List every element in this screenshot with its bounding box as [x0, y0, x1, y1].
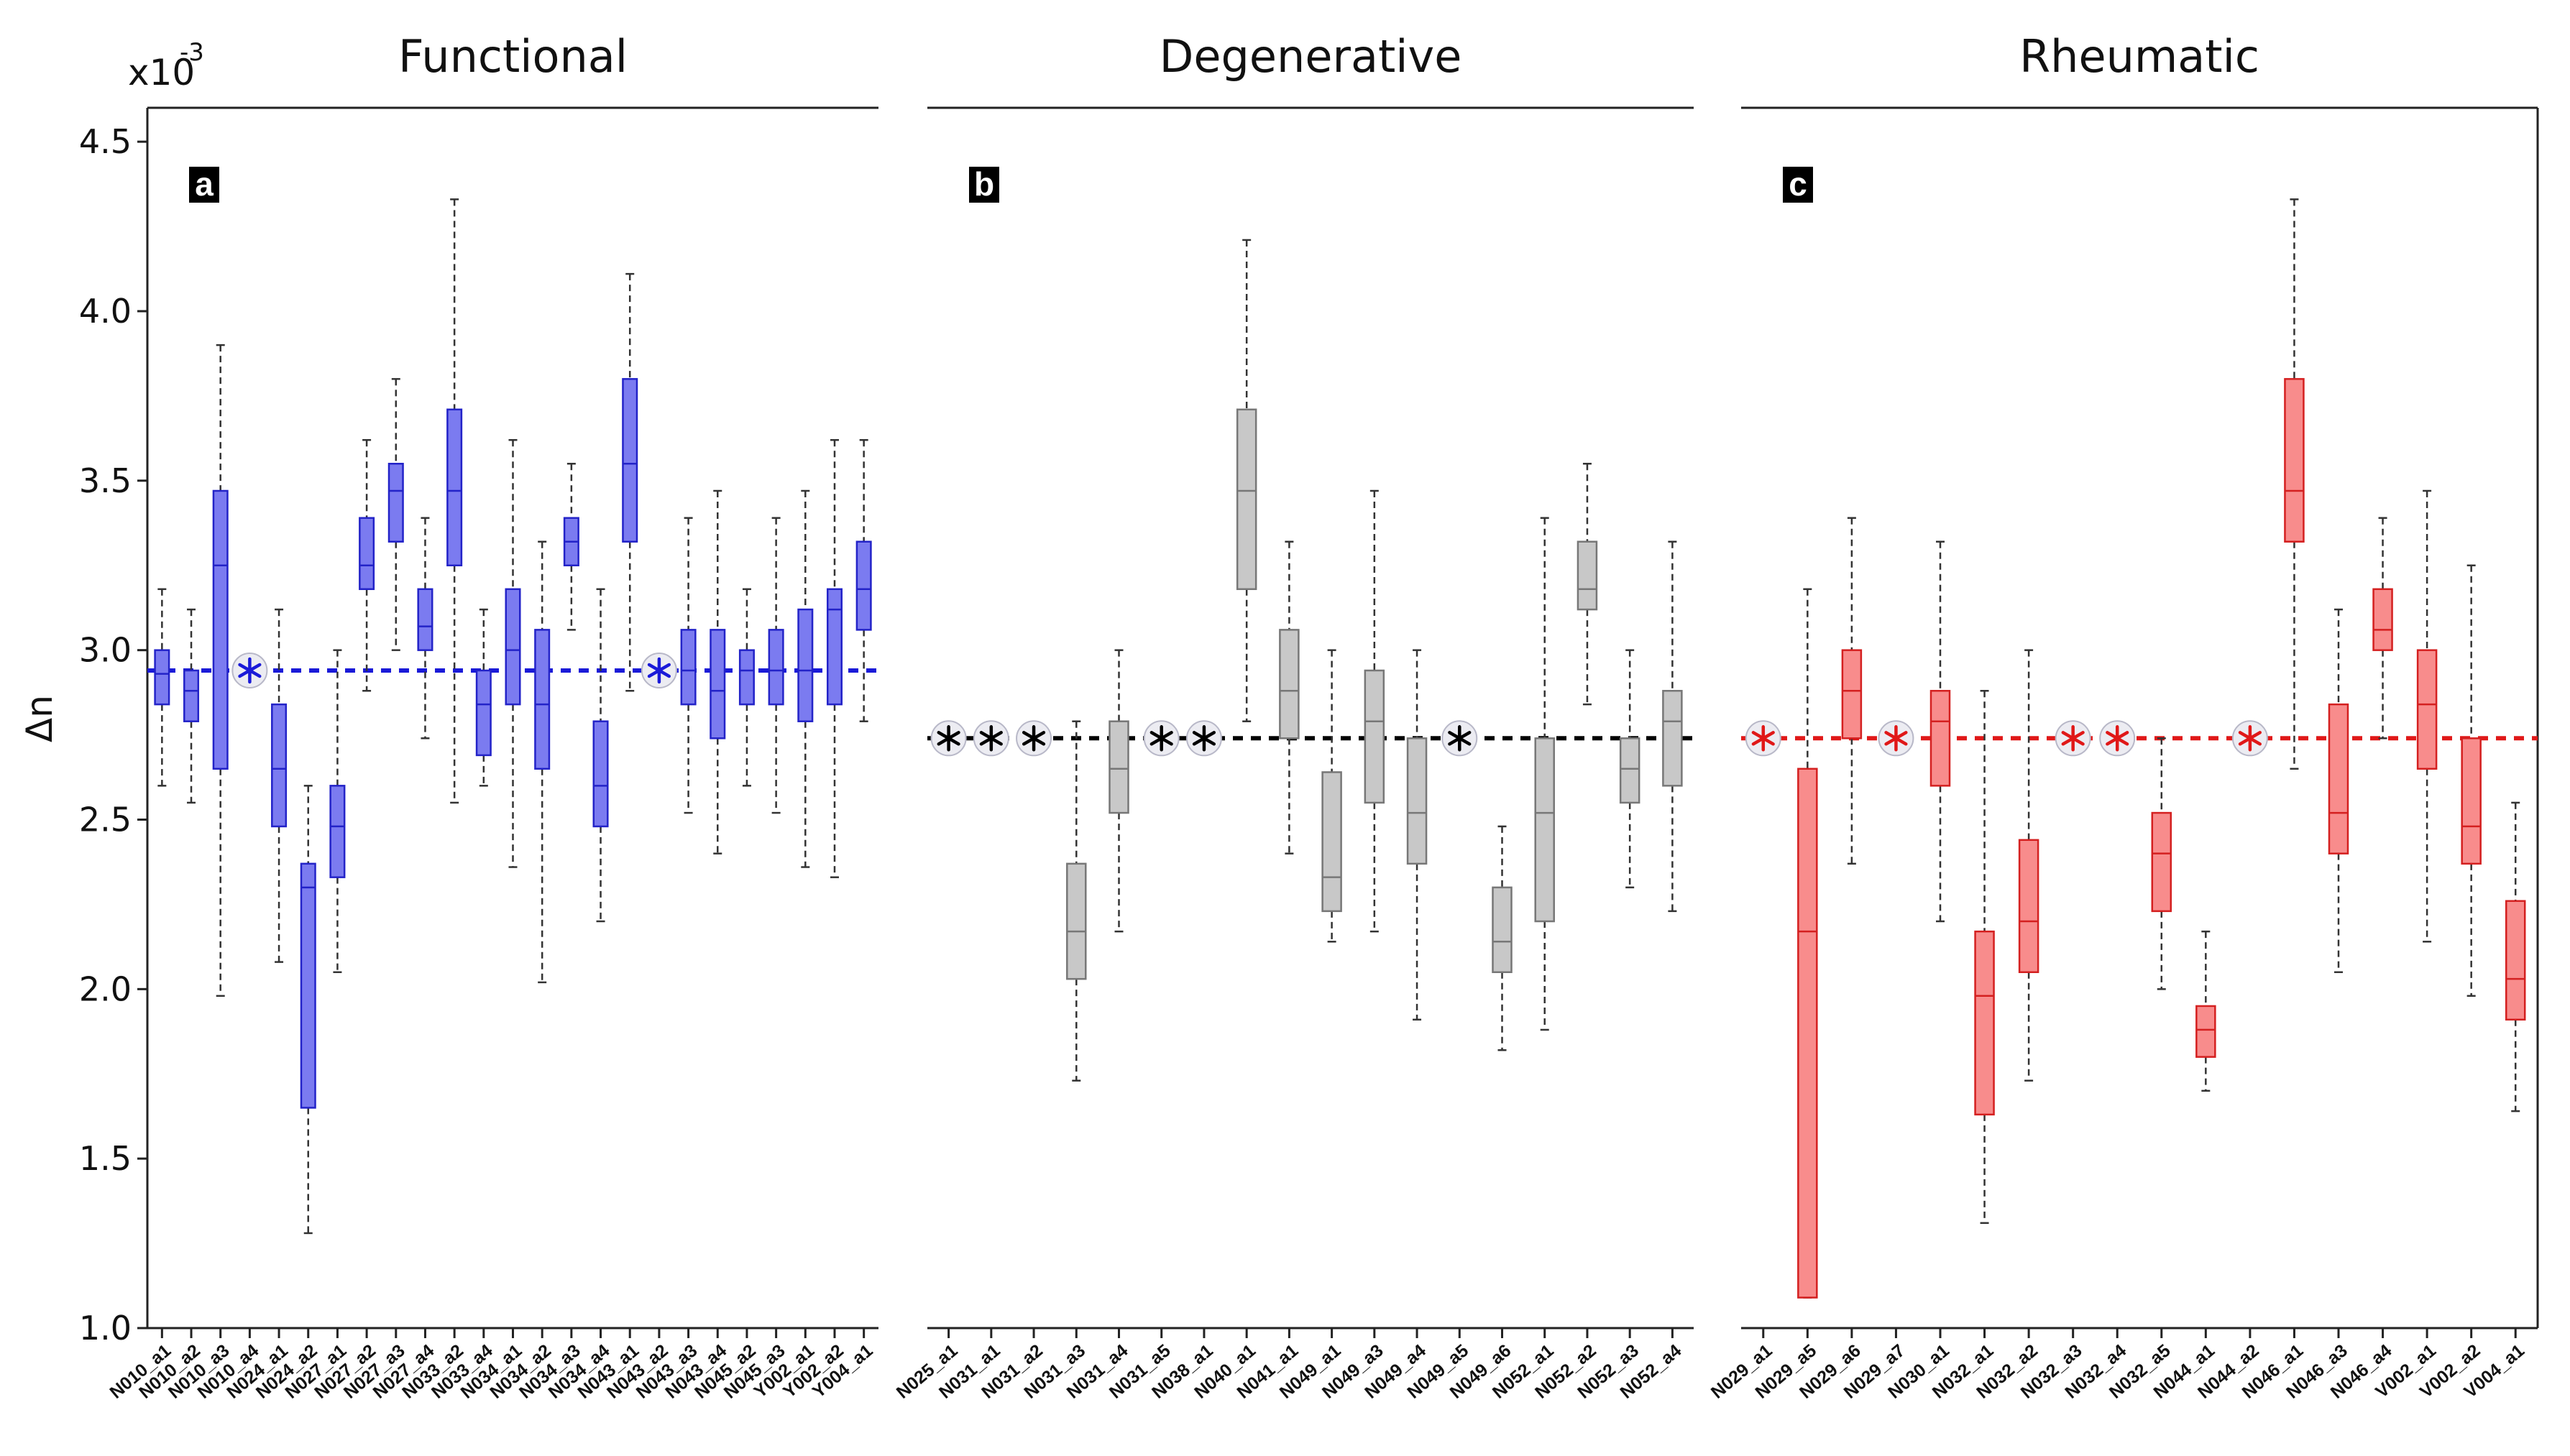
asterisk-stroke [2238, 731, 2262, 746]
box [738, 649, 755, 706]
box [505, 588, 521, 706]
asterisk-stroke [1751, 731, 1775, 746]
asterisk-stroke [1448, 731, 1472, 746]
box [680, 629, 697, 706]
box [475, 669, 492, 757]
box [826, 588, 843, 706]
asterisk-stroke [1192, 731, 1216, 746]
asterisk-stroke [979, 731, 1003, 746]
asterisk-stroke [1022, 731, 1046, 746]
box [359, 517, 375, 591]
y-tick-label: 2.0 [79, 969, 132, 1008]
box [2372, 588, 2393, 651]
asterisk-stroke [1884, 731, 1908, 746]
box [2195, 1005, 2216, 1058]
panel-label: b [974, 165, 994, 203]
box [1236, 408, 1257, 591]
box [1321, 771, 1342, 913]
box [797, 608, 814, 722]
box [1534, 737, 1555, 923]
plot-text: x10 -3 Δn 1.0 1.5 2.0 2.5 3.0 3.5 4.0 4.5 Functi… [19, 30, 2528, 1403]
box [1797, 768, 1818, 1299]
panel-frames [137, 106, 2539, 1338]
box [300, 862, 316, 1109]
box [1662, 690, 1683, 787]
panel-label: a [195, 165, 214, 203]
box [1577, 540, 1598, 611]
box [387, 463, 404, 543]
box [592, 720, 609, 828]
box [2284, 378, 2305, 543]
box [417, 588, 433, 651]
box [2151, 811, 2172, 913]
box [1841, 649, 1863, 739]
panel-label-badge [189, 167, 219, 203]
asterisk-stroke [238, 663, 262, 678]
panel-label: c [1789, 165, 1807, 203]
asterisk-stroke [647, 663, 671, 678]
y-tick-label: 4.0 [79, 292, 132, 331]
y-tick-label: 1.5 [79, 1139, 132, 1178]
panel-title: Functional [398, 30, 628, 83]
box [1406, 737, 1428, 865]
box [271, 703, 288, 828]
box [2505, 900, 2526, 1021]
panel-title: Rheumatic [2019, 30, 2259, 83]
box [212, 489, 229, 770]
box [2416, 649, 2438, 770]
box [1066, 862, 1087, 980]
box [1279, 629, 1300, 739]
y-tick-label: 4.5 [79, 122, 132, 161]
y-tick-label: 3.0 [79, 631, 132, 670]
box [329, 785, 346, 878]
box [1974, 930, 1995, 1116]
box [1364, 669, 1385, 804]
asterisk-stroke [2061, 731, 2085, 746]
box [855, 540, 872, 631]
box [2018, 839, 2039, 974]
panel-label-badge [969, 167, 999, 203]
y-tick-label: 1.0 [79, 1309, 132, 1347]
box [1109, 720, 1129, 814]
box [622, 378, 638, 543]
asterisk-stroke [1149, 731, 1173, 746]
plot-content [147, 167, 2538, 1299]
box [1619, 737, 1640, 804]
asterisk-stroke [937, 731, 960, 746]
box [1492, 886, 1513, 974]
box [2328, 703, 2349, 854]
panel-title: Degenerative [1160, 30, 1462, 83]
box [710, 629, 726, 739]
box [1929, 690, 1951, 787]
asterisk-stroke [2106, 731, 2129, 746]
box [2461, 737, 2482, 865]
y-multiplier: x10 [128, 52, 195, 93]
box [534, 629, 551, 770]
y-multiplier-exponent: -3 [180, 38, 204, 67]
y-axis-label: Δn [19, 695, 60, 742]
y-tick-label: 3.5 [79, 461, 132, 500]
box [446, 408, 463, 566]
panel-label-badge [1783, 167, 1813, 203]
box [183, 669, 200, 722]
box [154, 649, 170, 706]
box [768, 629, 784, 706]
y-tick-label: 2.5 [79, 801, 132, 839]
